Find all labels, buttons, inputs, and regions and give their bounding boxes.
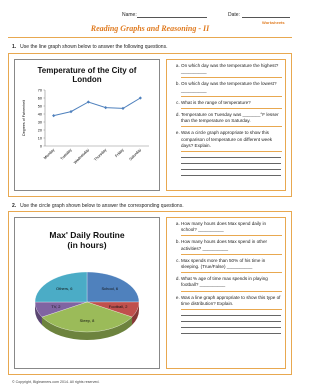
date-label: Date: — [228, 12, 240, 18]
slice-label: Football, 2 — [109, 304, 128, 309]
answer-line — [181, 314, 281, 316]
questions-box: On which day was the temperature the hig… — [166, 59, 286, 191]
footer: © Copyright, Biglearners.com 2014. All r… — [12, 380, 100, 384]
pie-slice — [34, 271, 88, 303]
question: Max spends more than 50% of his time in … — [181, 258, 282, 274]
y-tick-label: 70 — [38, 88, 42, 92]
y-tick-label: 50 — [38, 104, 42, 108]
question: Was a circle graph appropriate to show t… — [181, 130, 282, 152]
name-line — [137, 17, 207, 18]
chart-title: Temperature of the City of London — [37, 66, 137, 84]
question: How many hours does Max spend daily in s… — [181, 221, 282, 237]
x-tick-label: Saturday — [128, 148, 142, 162]
data-point — [104, 106, 108, 110]
slice-label: Sleep, 8 — [80, 318, 95, 323]
x-tick-label: Monday — [43, 148, 55, 160]
page-title: Reading Graphs and Reasoning - II — [90, 24, 210, 33]
pie-side — [35, 302, 42, 325]
y-tick-label: 20 — [38, 128, 42, 132]
answer-line — [181, 320, 281, 322]
pie-slice — [86, 271, 140, 303]
section-box — [8, 53, 292, 197]
question: What % age of time max spends in playing… — [181, 276, 282, 292]
y-tick-label: 30 — [38, 120, 42, 124]
x-tick-label: Tuesday — [60, 148, 73, 161]
x-tick-label: Friday — [114, 148, 124, 158]
instruction: 1. Use the line graph shown below to answ… — [12, 44, 167, 50]
slice-label: TV, 2 — [51, 304, 61, 309]
answer-line — [181, 162, 281, 164]
question: On which day was the temperature the hig… — [181, 63, 282, 79]
instruction-text: Use the circle graph shown below to answ… — [20, 203, 184, 209]
rule — [8, 37, 292, 38]
y-axis-label: Degrees of Fahrenheit — [22, 100, 26, 136]
slice-label: Others, 6 — [56, 286, 73, 291]
section-box — [8, 211, 292, 375]
pie-slice — [41, 301, 133, 333]
chart-box: Temperature of the City of London Degree… — [14, 59, 160, 191]
answer-line — [181, 332, 281, 334]
y-tick-label: 60 — [38, 96, 42, 100]
pie-side — [132, 302, 139, 325]
answer-line — [181, 156, 281, 158]
y-tick-label: 0 — [40, 144, 42, 148]
y-tick-label: 40 — [38, 112, 42, 116]
data-line — [53, 97, 141, 117]
logo: Worksheets — [262, 20, 285, 25]
data-point — [69, 110, 73, 114]
question-list: On which day was the temperature the hig… — [167, 60, 285, 152]
question: Temperature on Tuesday was _______°F les… — [181, 112, 282, 128]
pie-chart: School, 6 Football, 2 Sleep, 8 TV, 2 Others,… — [34, 271, 140, 340]
x-tick-label: Wednesday — [73, 148, 90, 165]
section-number: 1. — [12, 44, 17, 50]
chart-box: Max' Daily Routine (in hours) School, 6 F… — [14, 217, 160, 369]
y-tick-label: 10 — [38, 136, 42, 140]
answer-line — [181, 168, 281, 170]
section-number: 2. — [12, 203, 17, 209]
question-list: How many hours does Max spend daily in s… — [167, 218, 285, 310]
answer-line — [181, 174, 281, 176]
date-line — [242, 17, 290, 18]
instruction-text: Use the line graph shown below to answer… — [20, 44, 168, 50]
question: What is the range of temperature? — [181, 100, 282, 109]
data-point — [121, 106, 125, 110]
worksheet: Name: Date: Reading Graphs and Reasoning… — [0, 0, 300, 388]
slice-label: School, 6 — [101, 286, 118, 291]
name-label: Name: — [122, 12, 137, 18]
pie-side — [41, 317, 133, 340]
chart-title: Max' Daily Routine (in hours) — [49, 230, 125, 250]
data-point — [138, 96, 142, 100]
data-point — [52, 114, 56, 118]
line-chart: Degrees of Fahrenheit 0 10 20 30 40 50 60 70 Mond… — [22, 88, 149, 165]
question: How many hours does Max spend in other a… — [181, 239, 282, 255]
questions-box: How many hours does Max spend daily in s… — [166, 217, 286, 369]
question: On which day was the temperature the low… — [181, 81, 282, 97]
question: Was a line graph appropriate to show thi… — [181, 295, 282, 310]
answer-line — [181, 326, 281, 328]
instruction: 2. Use the circle graph shown below to an… — [12, 203, 184, 209]
x-tick-label: Thursday — [93, 148, 107, 162]
